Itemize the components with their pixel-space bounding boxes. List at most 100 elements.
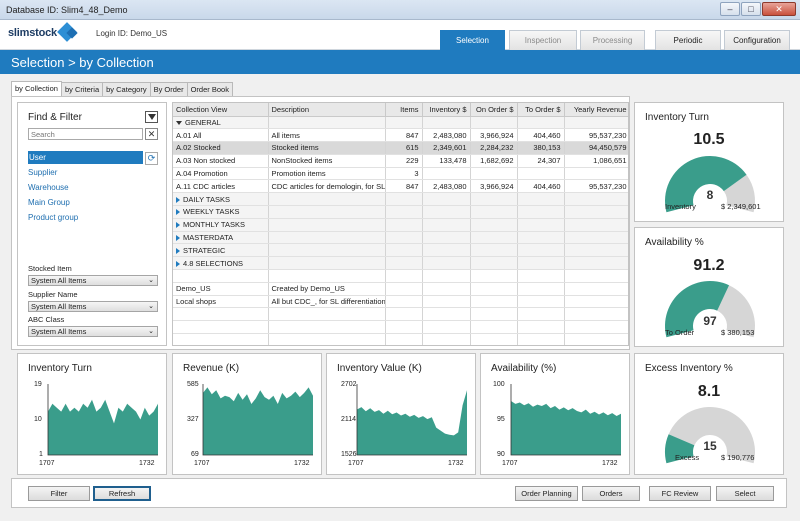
grid-cell xyxy=(564,205,628,219)
subtab-order-book[interactable]: Order Book xyxy=(186,82,233,96)
grid-group-row[interactable]: 4.8 SELECTIONS xyxy=(173,256,628,271)
grid-group-row[interactable]: MONTHLY TASKS xyxy=(173,218,628,232)
maximize-button[interactable]: □ xyxy=(741,2,761,16)
supplier-name-dropdown[interactable]: System All Items ⌄ xyxy=(28,301,158,312)
grid-cell xyxy=(470,116,518,130)
grid-cell: GENERAL xyxy=(173,116,269,130)
expand-right-icon[interactable] xyxy=(176,247,180,254)
refresh-button[interactable]: Refresh xyxy=(93,486,151,501)
grid-cell-text: 380,153 xyxy=(533,143,561,153)
grid-group-row[interactable]: GENERAL xyxy=(173,116,628,130)
grid-group-row[interactable]: MASTERDATA xyxy=(173,231,628,245)
grid-column-header[interactable]: Description xyxy=(268,103,386,117)
table-row[interactable]: Demo_US Created by Demo_US xyxy=(173,282,628,296)
expand-right-icon[interactable] xyxy=(176,222,180,229)
funnel-icon[interactable] xyxy=(145,111,158,123)
grid-cell xyxy=(470,333,518,345)
grid-cell xyxy=(422,205,471,219)
filter-button[interactable]: Filter xyxy=(28,486,90,501)
grid-column-header[interactable]: Items xyxy=(385,103,423,117)
y-tick-min: 1526 xyxy=(341,451,357,458)
minimize-button[interactable]: – xyxy=(720,2,740,16)
grid-cell: Stocked items xyxy=(268,141,386,155)
clear-search-icon[interactable]: ✕ xyxy=(145,128,158,140)
grid-cell-text: Local shops xyxy=(176,297,217,307)
grid-cell xyxy=(422,218,471,232)
table-row[interactable]: A.11 CDC articles CDC articles for demolo… xyxy=(173,179,628,194)
grid-cell-text: All but CDC_, for SL differentiation xyxy=(271,297,385,307)
table-row[interactable]: A.03 Non stocked NonStocked items 229 133,4… xyxy=(173,154,628,168)
filter-item-supplier[interactable]: Supplier xyxy=(28,168,58,177)
filter-item-warehouse[interactable]: Warehouse xyxy=(28,183,69,192)
grid-cell xyxy=(385,295,423,309)
chevron-down-icon: ⌄ xyxy=(148,303,154,310)
grid-cell xyxy=(268,256,386,271)
grid-cell xyxy=(173,269,269,283)
grid-cell xyxy=(422,282,471,296)
refresh-icon[interactable]: ⟳ xyxy=(145,152,158,165)
grid-cell-text: 847 xyxy=(405,130,419,140)
grid-header-row: Collection View Description Items Inventory… xyxy=(173,103,628,117)
action-bar: Filter Refresh Order Planning Orders FC … xyxy=(11,478,787,508)
expand-right-icon[interactable] xyxy=(176,196,180,203)
subtab-by-order[interactable]: By Order xyxy=(149,82,188,96)
grid-cell xyxy=(422,116,471,130)
filter-item-user[interactable]: User xyxy=(28,151,143,164)
order-planning-button[interactable]: Order Planning xyxy=(515,486,578,501)
filter-item-main-group[interactable]: Main Group xyxy=(28,198,70,207)
grid-cell xyxy=(385,218,423,232)
chevron-down-icon: ⌄ xyxy=(148,328,154,335)
table-row[interactable]: A.01 All All items 847 2,483,080 3,966,924 40… xyxy=(173,128,628,143)
subtab-by-collection[interactable]: by Collection xyxy=(11,81,62,96)
close-button[interactable]: ✕ xyxy=(762,2,796,16)
select-button[interactable]: Select xyxy=(716,486,774,501)
grid-cell: 404,460 xyxy=(517,128,565,143)
tab-periodic[interactable]: Periodic xyxy=(655,30,721,50)
chart-axis xyxy=(47,384,158,456)
grid-cell-text: 133,478 xyxy=(439,156,467,166)
tab-configuration[interactable]: Configuration xyxy=(724,30,790,50)
search-input[interactable] xyxy=(28,128,143,140)
grid-cell-text: 1,086,651 xyxy=(593,156,627,166)
grid-cell-text: GENERAL xyxy=(185,117,221,127)
grid-cell xyxy=(470,320,518,335)
grid-cell: 4.8 SELECTIONS xyxy=(173,256,269,271)
table-row[interactable]: Local shops All but CDC_, for SL differen… xyxy=(173,295,628,309)
filter-item-product-group[interactable]: Product group xyxy=(28,213,79,222)
grid-column-header[interactable]: To Order $ xyxy=(517,103,565,117)
chart-inventory-value: Inventory Value (K) 2702 2114 1526 1707 … xyxy=(326,353,476,475)
y-tick-max: 2702 xyxy=(341,381,357,388)
grid-cell-text: NonStocked items xyxy=(271,156,333,166)
orders-button[interactable]: Orders xyxy=(582,486,640,501)
y-tick-max: 585 xyxy=(187,381,199,388)
subtab-by-criteria[interactable]: by Criteria xyxy=(60,82,104,96)
grid-column-header[interactable]: Collection View xyxy=(173,103,269,117)
grid-column-header[interactable]: Yearly Revenue xyxy=(564,103,628,117)
tab-processing[interactable]: Processing xyxy=(580,30,645,50)
grid-cell xyxy=(470,231,518,245)
grid-group-row[interactable]: DAILY TASKS xyxy=(173,192,628,207)
expand-down-icon[interactable] xyxy=(176,120,182,125)
grid-column-header[interactable]: Inventory $ xyxy=(422,103,471,117)
kpi-title: Availability % xyxy=(645,237,704,248)
table-row[interactable]: A.04 Promotion Promotion items 3 xyxy=(173,167,628,181)
stocked-item-dropdown[interactable]: System All Items ⌄ xyxy=(28,275,158,286)
subtab-by-category[interactable]: by Category xyxy=(102,82,151,96)
tab-selection[interactable]: Selection xyxy=(440,30,505,50)
fc-review-button[interactable]: FC Review xyxy=(649,486,711,501)
expand-right-icon[interactable] xyxy=(176,235,180,242)
grid-column-header[interactable]: On Order $ xyxy=(470,103,518,117)
expand-right-icon[interactable] xyxy=(176,260,180,267)
grid-group-row[interactable]: WEEKLY TASKS xyxy=(173,205,628,219)
find-filter-panel: Find & Filter ✕ User ⟳ Supplier Warehous… xyxy=(17,102,167,346)
grid-cell: WEEKLY TASKS xyxy=(173,205,269,219)
abc-class-dropdown[interactable]: System All Items ⌄ xyxy=(28,326,158,337)
expand-right-icon[interactable] xyxy=(176,209,180,216)
grid-group-row[interactable]: STRATEGIC xyxy=(173,243,628,258)
tab-inspection[interactable]: Inspection xyxy=(509,30,577,50)
chart-inventory-turn: Inventory Turn 19 10 1 1707 1732 xyxy=(17,353,167,475)
grid-cell xyxy=(470,307,518,322)
kpi-card-availability: Availability % 91.2 97 To Order $ 380,15… xyxy=(634,227,784,347)
grid-cell: 2,284,232 xyxy=(470,141,518,155)
table-row[interactable]: A.02 Stocked Stocked items 615 2,349,601 2,2… xyxy=(173,141,628,155)
